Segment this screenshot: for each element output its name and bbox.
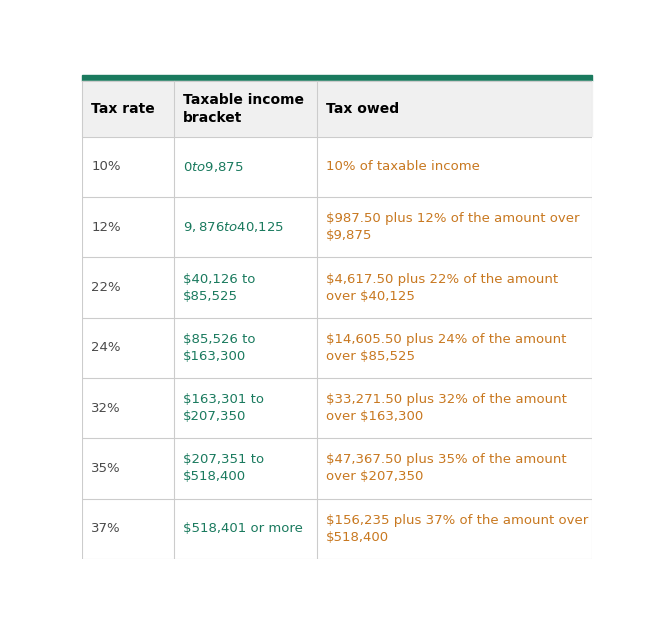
- Text: $0 to $9,875: $0 to $9,875: [183, 160, 244, 174]
- Text: $156,235 plus 37% of the amount over
$518,400: $156,235 plus 37% of the amount over $51…: [326, 514, 588, 544]
- Text: 10% of taxable income: 10% of taxable income: [326, 160, 480, 173]
- Text: 22%: 22%: [91, 281, 121, 294]
- Text: 24%: 24%: [91, 342, 121, 354]
- Text: $163,301 to
$207,350: $163,301 to $207,350: [183, 393, 265, 423]
- Bar: [82, 499, 592, 559]
- Text: Taxable income
bracket: Taxable income bracket: [183, 93, 304, 125]
- Text: Tax owed: Tax owed: [326, 102, 399, 116]
- Text: 35%: 35%: [91, 462, 121, 475]
- Bar: [82, 318, 592, 378]
- Text: $987.50 plus 12% of the amount over
$9,875: $987.50 plus 12% of the amount over $9,8…: [326, 212, 580, 242]
- Bar: [82, 197, 592, 257]
- Text: $207,351 to
$518,400: $207,351 to $518,400: [183, 453, 265, 484]
- Text: Tax rate: Tax rate: [91, 102, 155, 116]
- Bar: [82, 137, 592, 197]
- Text: $9,876 to $40,125: $9,876 to $40,125: [183, 220, 284, 234]
- Text: 10%: 10%: [91, 160, 121, 173]
- Bar: [82, 75, 592, 81]
- Bar: [82, 257, 592, 318]
- Text: $14,605.50 plus 24% of the amount
over $85,525: $14,605.50 plus 24% of the amount over $…: [326, 333, 567, 363]
- Text: $85,526 to
$163,300: $85,526 to $163,300: [183, 333, 256, 363]
- Text: $4,617.50 plus 22% of the amount
over $40,125: $4,617.50 plus 22% of the amount over $4…: [326, 273, 558, 303]
- Bar: [82, 438, 592, 499]
- Text: 37%: 37%: [91, 522, 121, 535]
- Text: 32%: 32%: [91, 402, 121, 414]
- Text: $33,271.50 plus 32% of the amount
over $163,300: $33,271.50 plus 32% of the amount over $…: [326, 393, 567, 423]
- Bar: [82, 378, 592, 438]
- Bar: [82, 81, 592, 137]
- Text: 12%: 12%: [91, 220, 121, 234]
- Text: $47,367.50 plus 35% of the amount
over $207,350: $47,367.50 plus 35% of the amount over $…: [326, 453, 567, 484]
- Text: $40,126 to
$85,525: $40,126 to $85,525: [183, 273, 255, 303]
- Text: $518,401 or more: $518,401 or more: [183, 522, 303, 535]
